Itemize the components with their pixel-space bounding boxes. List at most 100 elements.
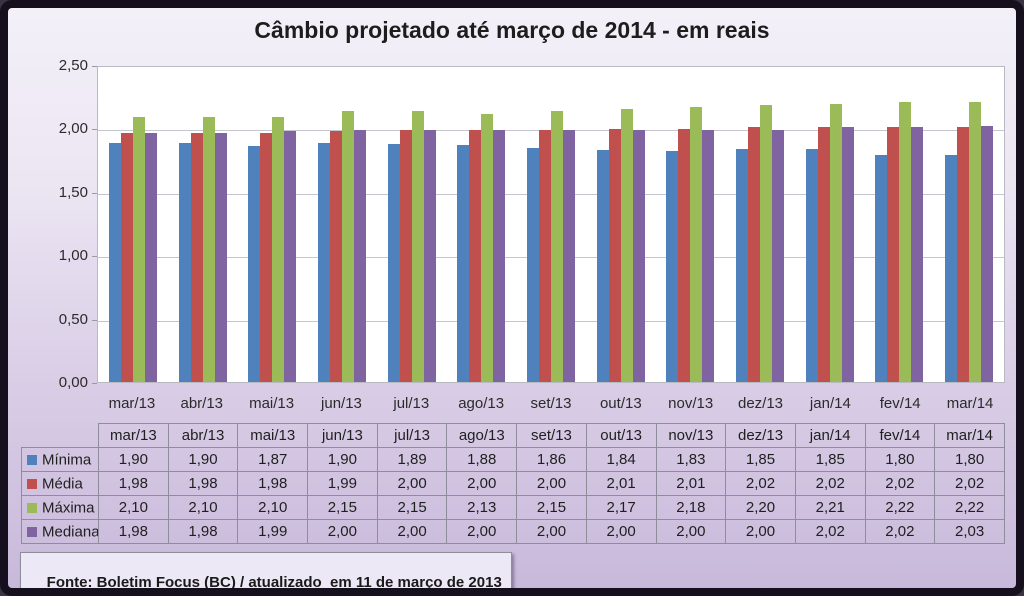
table-value-cell: 1,90 — [98, 447, 169, 472]
table-value-cell: 2,02 — [864, 519, 936, 544]
bar-máxima-mar-13 — [132, 117, 145, 382]
table-value-cell: 1,84 — [585, 447, 657, 472]
table-header-cell: jul/13 — [376, 423, 448, 448]
x-axis-label: abr/13 — [180, 395, 224, 412]
table-value-cell: 1,90 — [167, 447, 239, 472]
y-axis-label: 2,50 — [58, 57, 88, 74]
bar-group-jul-13 — [377, 67, 447, 382]
bar-média-mar-13 — [120, 132, 133, 382]
x-axis-label: nov/13 — [668, 395, 714, 412]
bar-group-out-13 — [586, 67, 656, 382]
table-value-cell: 1,90 — [307, 447, 378, 472]
bar-média-mai-13 — [260, 132, 273, 382]
y-axis-label: 0,50 — [58, 310, 88, 328]
table-value-cell: 2,02 — [934, 471, 1005, 496]
table-value-cell: 2,17 — [585, 495, 657, 520]
bar-mediana-fev-14 — [911, 127, 924, 382]
table-value-cell: 1,87 — [237, 447, 309, 472]
bar-máxima-mai-13 — [272, 117, 285, 382]
bar-máxima-nov-13 — [690, 107, 703, 382]
table-value-cell: 1,98 — [98, 519, 169, 544]
y-axis-tick — [92, 256, 97, 258]
bar-média-set-13 — [538, 130, 551, 382]
table-value-cell: 1,99 — [307, 471, 378, 496]
y-axis-tick — [92, 383, 97, 384]
bar-group-jun-13 — [307, 67, 377, 382]
bar-mínima-mar-13 — [108, 142, 121, 382]
table-value-cell: 2,02 — [794, 471, 866, 496]
x-axis-label: jul/13 — [393, 395, 430, 412]
table-value-cell: 2,22 — [934, 495, 1005, 520]
bar-mediana-abr-13 — [214, 132, 227, 382]
bar-máxima-abr-13 — [202, 117, 215, 382]
bar-média-fev-14 — [887, 127, 900, 382]
table-value-cell: 2,00 — [516, 471, 587, 496]
bar-group-mai-13 — [237, 67, 307, 382]
x-axis-label: mar/13 — [108, 395, 156, 412]
y-axis-label: 0,00 — [58, 374, 88, 391]
source-note: Fonte: Boletim Focus (BC) / atualizado e… — [20, 552, 512, 591]
table-value-cell: 2,10 — [98, 495, 169, 520]
x-axis-label: out/13 — [599, 395, 642, 412]
table-value-cell: 2,00 — [516, 519, 587, 544]
table-value-cell: 2,00 — [655, 519, 727, 544]
table-value-cell: 1,89 — [376, 447, 448, 472]
table-header-row: mar/13 abr/13 mai/13 jun/13 jul/13 ago/13 set/… — [22, 423, 1005, 448]
bar-mínima-abr-13 — [178, 142, 191, 382]
legend-key-icon — [27, 454, 37, 465]
table-value-cell: 2,13 — [446, 495, 518, 520]
bar-média-abr-13 — [190, 132, 203, 382]
bar-group-mar-13 — [98, 67, 168, 382]
bar-mediana-jan-14 — [841, 127, 854, 382]
table-value-cell: 1,98 — [98, 471, 169, 496]
table-value-cell: 2,01 — [585, 471, 657, 496]
table-value-cell: 2,00 — [376, 471, 448, 496]
x-axis-label: fev/14 — [879, 395, 921, 412]
bar-mediana-mar-13 — [144, 132, 157, 382]
legend-key-icon — [27, 526, 37, 537]
bar-mínima-set-13 — [526, 147, 539, 382]
bar-group-set-13 — [516, 67, 586, 382]
table-value-cell: 1,98 — [167, 519, 239, 544]
bar-mínima-jul-13 — [387, 143, 400, 382]
table-header-cell: mar/14 — [934, 423, 1005, 448]
bar-group-abr-13 — [168, 67, 238, 382]
bar-group-nov-13 — [656, 67, 726, 382]
table-row-mediana: Mediana 1,98 1,98 1,99 2,00 2,00 2,00 2,00 2,00 2… — [21, 519, 1005, 544]
y-axis-tick — [92, 66, 97, 67]
table-value-cell: 1,85 — [725, 447, 796, 472]
x-axis-label: dez/13 — [737, 395, 784, 412]
table-value-cell: 2,02 — [794, 519, 866, 544]
x-axis-label: mai/13 — [249, 395, 295, 412]
data-table: mar/13 abr/13 mai/13 jun/13 jul/13 ago/13 set/… — [21, 423, 1005, 544]
table-header-cell: dez/13 — [725, 423, 796, 448]
table-header-cell: abr/13 — [167, 423, 239, 448]
bar-mediana-dez-13 — [772, 130, 785, 382]
bar-média-nov-13 — [678, 128, 691, 382]
bar-máxima-jan-14 — [829, 103, 842, 382]
x-axis-label: jun/13 — [321, 395, 362, 412]
table-header-cell: nov/13 — [655, 423, 727, 448]
legend-key-icon — [27, 478, 37, 489]
bar-mediana-set-13 — [562, 130, 575, 382]
table-value-cell: 2,18 — [655, 495, 727, 520]
source-note-text: Fonte: Boletim Focus (BC) / atualizado e… — [46, 574, 502, 591]
bar-máxima-set-13 — [550, 111, 563, 382]
plot-area — [97, 66, 1005, 383]
table-value-cell: 2,00 — [585, 519, 657, 544]
table-value-cell: 2,02 — [725, 471, 796, 496]
bar-mediana-jul-13 — [423, 130, 436, 382]
x-axis-label: ago/13 — [458, 395, 505, 412]
table-value-cell: 2,20 — [725, 495, 796, 520]
table-value-cell: 2,01 — [655, 471, 727, 496]
x-axis-label: mar/14 — [946, 395, 994, 412]
bar-média-ago-13 — [469, 130, 482, 382]
table-value-cell: 2,15 — [516, 495, 587, 520]
series-label-cell: Máxima — [21, 495, 99, 520]
bar-mediana-mai-13 — [284, 131, 297, 382]
table-value-cell: 1,86 — [516, 447, 587, 472]
table-value-cell: 2,00 — [307, 519, 378, 544]
table-header-cell: mai/13 — [237, 423, 309, 448]
bar-média-out-13 — [608, 128, 621, 382]
